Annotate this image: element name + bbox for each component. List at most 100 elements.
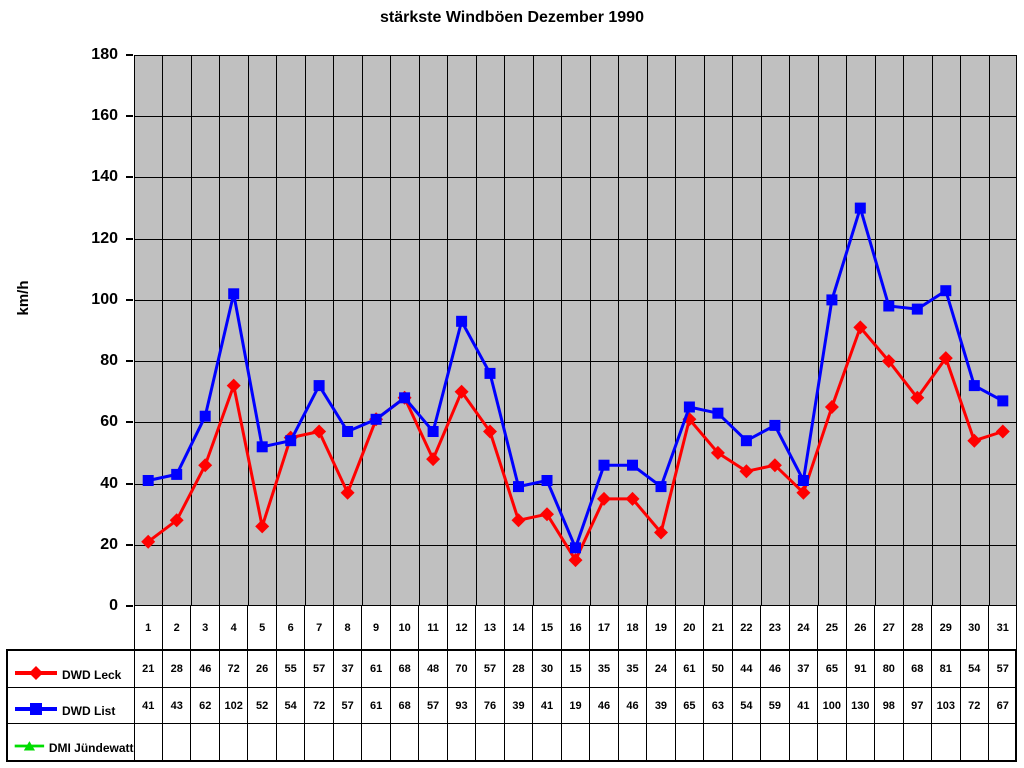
data-cell: 39 [646, 687, 674, 724]
y-tick-mark [126, 543, 133, 546]
data-cell: 46 [617, 687, 646, 724]
data-cell [418, 724, 446, 761]
x-category-cell: 6 [275, 606, 304, 649]
data-cell: 43 [161, 687, 190, 724]
data-cell: 80 [874, 651, 902, 687]
data-cell [959, 724, 988, 761]
data-cell [133, 724, 162, 761]
x-category-cell: 30 [959, 606, 988, 649]
data-cell: 28 [503, 651, 532, 687]
data-cell: 103 [931, 687, 959, 724]
data-cell: 37 [332, 651, 361, 687]
data-cell [817, 724, 845, 761]
x-category-cell: 16 [560, 606, 589, 649]
data-cell [475, 724, 503, 761]
y-tick-label: 80 [100, 352, 118, 370]
chart-title: stärkste Windböen Dezember 1990 [380, 9, 644, 26]
data-cell: 54 [275, 687, 304, 724]
data-cell: 54 [959, 651, 988, 687]
x-category-cell: 20 [674, 606, 703, 649]
x-category-cell: 29 [931, 606, 959, 649]
x-category-cell: 12 [446, 606, 475, 649]
data-cell: 44 [731, 651, 760, 687]
data-cell: 68 [389, 651, 418, 687]
x-category-cell: 1 [133, 606, 162, 649]
x-category-cell: 26 [845, 606, 874, 649]
legend-marker-square-icon [15, 703, 57, 716]
legend-cell: DWD List [8, 688, 134, 724]
data-cell: 57 [304, 651, 332, 687]
data-cell [247, 724, 275, 761]
y-tick-mark [126, 176, 133, 179]
y-tick-label: 60 [100, 413, 118, 431]
x-category-cell: 23 [760, 606, 788, 649]
data-cell: 61 [361, 687, 389, 724]
data-cell: 68 [389, 687, 418, 724]
y-tick-mark [126, 54, 133, 56]
data-cell [674, 724, 703, 761]
data-cell [503, 724, 532, 761]
data-cell: 35 [589, 651, 617, 687]
data-cell [332, 724, 361, 761]
data-cell: 48 [418, 651, 446, 687]
data-cell [788, 724, 817, 761]
data-cell: 26 [247, 651, 275, 687]
data-cell: 37 [788, 651, 817, 687]
data-cell: 15 [560, 651, 589, 687]
legend-series-label: DWD List [62, 704, 116, 719]
x-category-cell: 18 [617, 606, 646, 649]
data-cell: 63 [703, 687, 731, 724]
x-category-cell: 13 [475, 606, 503, 649]
x-category-cell: 10 [389, 606, 418, 649]
y-tick-mark [126, 298, 133, 301]
y-tick-label: 20 [100, 535, 118, 553]
x-category-cell: 19 [646, 606, 674, 649]
data-cell [218, 724, 247, 761]
x-category-cell: 22 [731, 606, 760, 649]
x-category-row-border [1015, 606, 1017, 649]
y-tick-label: 100 [91, 290, 118, 308]
legend-row: DWD List 41 43 62 102 52 54 72 57 61 68 57 93 76 39 41 1… [8, 686, 1015, 724]
x-category-cell: 3 [190, 606, 218, 649]
data-cell: 59 [760, 687, 788, 724]
y-tick-mark [126, 605, 133, 607]
legend-cell: DMI Jündewatt [8, 724, 134, 760]
data-cell: 46 [760, 651, 788, 687]
legend-row: DMI Jündewatt [8, 723, 1016, 761]
data-cell [190, 724, 218, 761]
data-cell: 30 [532, 651, 560, 687]
y-tick-mark [126, 115, 133, 118]
data-cell [446, 724, 475, 761]
x-category-cell: 2 [161, 606, 190, 649]
data-cell: 72 [959, 687, 988, 724]
y-tick-label: 0 [109, 597, 118, 614]
data-cell [161, 724, 190, 761]
data-cell [988, 724, 1016, 761]
x-category-cell: 17 [589, 606, 617, 649]
data-cell: 76 [475, 687, 503, 724]
y-tick-label: 160 [91, 107, 118, 125]
data-cell: 97 [902, 687, 931, 724]
y-tick-label: 140 [91, 168, 118, 186]
data-cell: 72 [304, 687, 332, 724]
legend-marker-diamond-icon [15, 665, 57, 680]
data-cell: 52 [247, 687, 275, 724]
data-cell: 93 [446, 687, 475, 724]
y-tick-label: 40 [100, 474, 118, 492]
data-cell [304, 724, 332, 761]
data-cell [703, 724, 731, 761]
data-cell [532, 724, 560, 761]
data-cell: 24 [646, 651, 674, 687]
x-category-cell: 4 [218, 606, 247, 649]
y-tick-mark [126, 482, 133, 485]
data-cell [389, 724, 418, 761]
data-cell: 62 [190, 687, 218, 724]
data-cell: 57 [418, 687, 446, 724]
data-cell: 61 [361, 651, 389, 687]
data-cell: 19 [560, 687, 589, 724]
y-tick-mark [126, 360, 133, 363]
legend-series-label: DWD Leck [62, 667, 122, 682]
data-cell: 46 [589, 687, 617, 724]
data-cell: 57 [332, 687, 361, 724]
